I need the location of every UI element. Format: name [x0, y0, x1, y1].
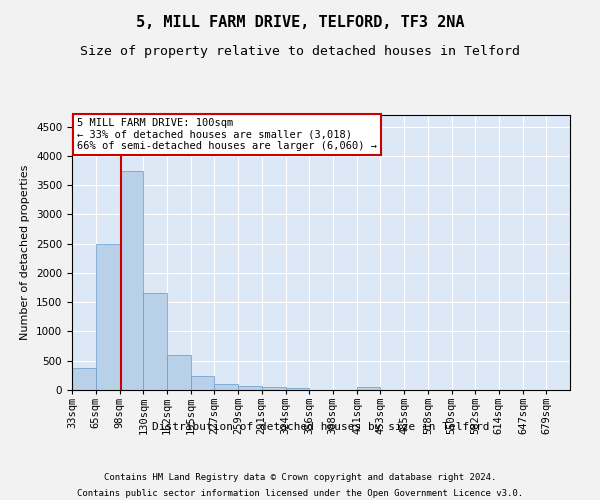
Bar — [72, 368, 95, 390]
Text: Distribution of detached houses by size in Telford: Distribution of detached houses by size … — [152, 422, 490, 432]
Bar — [95, 244, 120, 390]
Text: Contains HM Land Registry data © Crown copyright and database right 2024.: Contains HM Land Registry data © Crown c… — [104, 472, 496, 482]
Text: Contains public sector information licensed under the Open Government Licence v3: Contains public sector information licen… — [77, 489, 523, 498]
Bar — [167, 355, 191, 390]
Bar — [120, 170, 143, 390]
Bar — [286, 388, 309, 390]
Bar — [262, 388, 286, 390]
Bar — [191, 376, 214, 390]
Bar — [238, 386, 262, 390]
Text: Size of property relative to detached houses in Telford: Size of property relative to detached ho… — [80, 45, 520, 58]
Text: 5, MILL FARM DRIVE, TELFORD, TF3 2NA: 5, MILL FARM DRIVE, TELFORD, TF3 2NA — [136, 15, 464, 30]
Text: 5 MILL FARM DRIVE: 100sqm
← 33% of detached houses are smaller (3,018)
66% of se: 5 MILL FARM DRIVE: 100sqm ← 33% of detac… — [77, 118, 377, 151]
Bar — [214, 384, 238, 390]
Bar — [357, 387, 380, 390]
Bar — [143, 294, 167, 390]
Y-axis label: Number of detached properties: Number of detached properties — [20, 165, 31, 340]
